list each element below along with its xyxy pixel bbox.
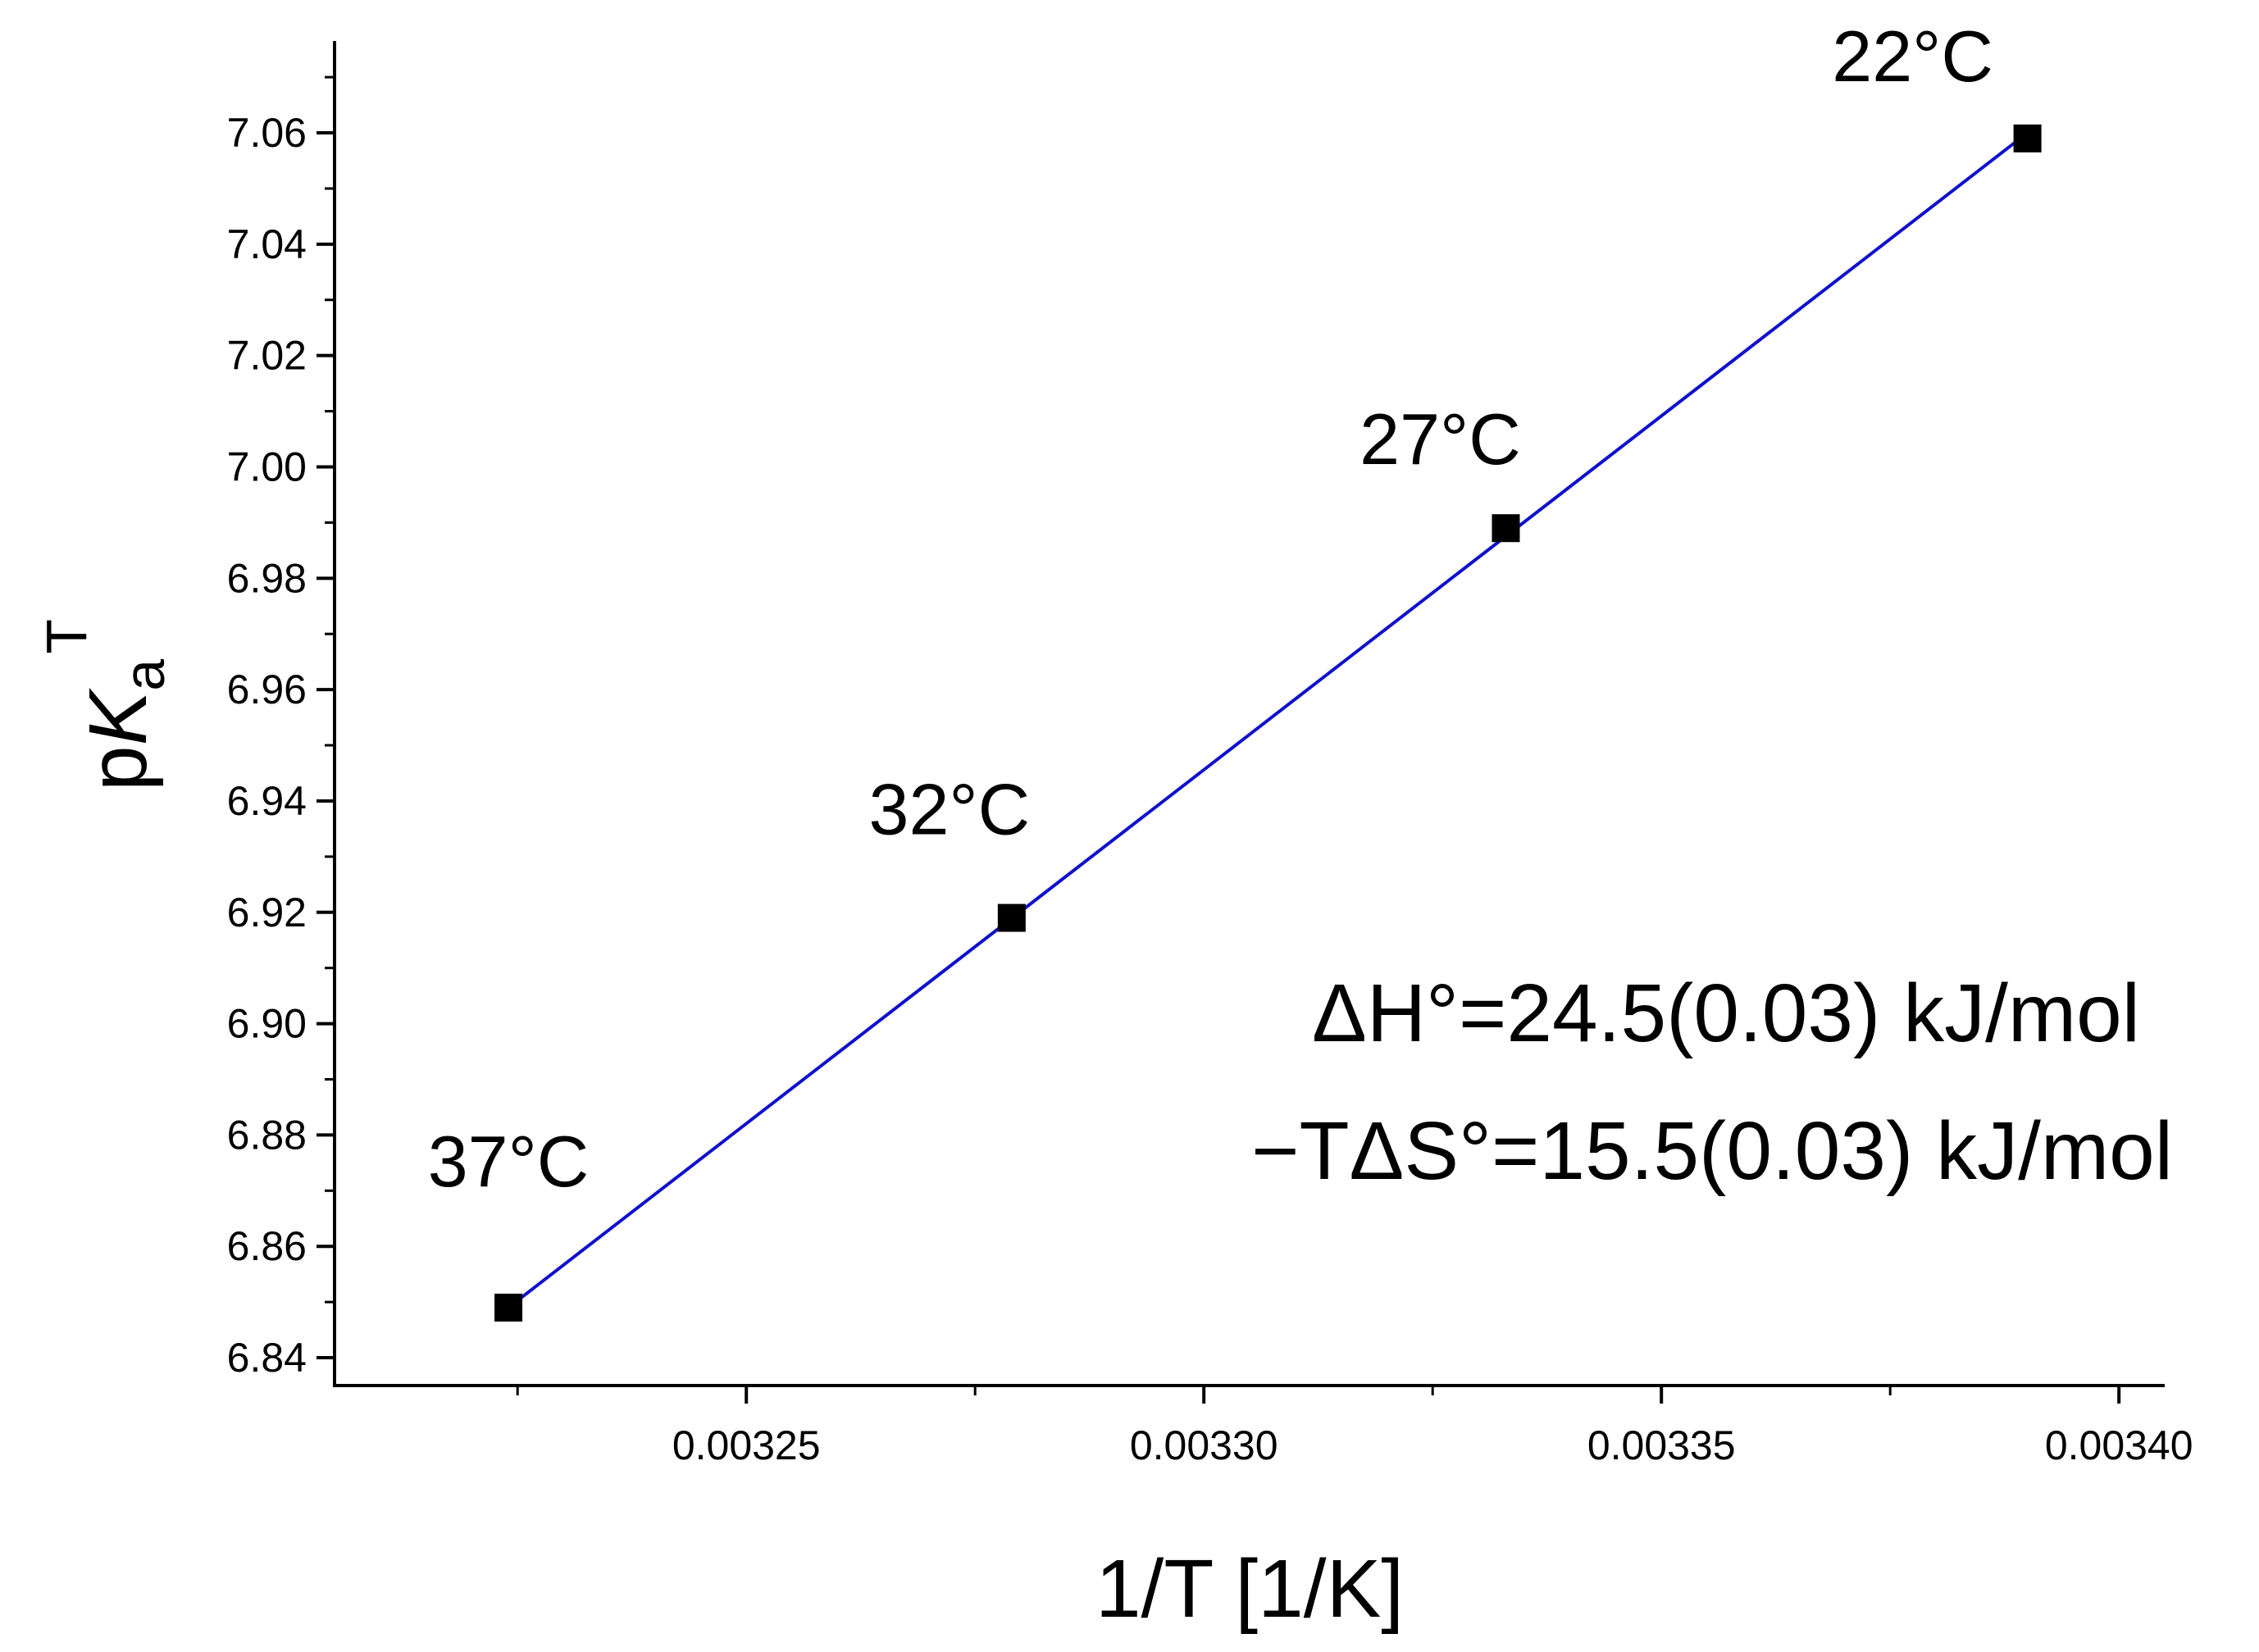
y-tick-label: 6.94 xyxy=(227,778,307,824)
y-axis-label-italic: K xyxy=(72,687,164,745)
svg-text:pKaT: pKaT xyxy=(34,619,176,791)
y-axis-label: pKaT xyxy=(34,619,176,791)
y-tick-label: 6.90 xyxy=(227,1001,307,1047)
y-axis-label-superscript: T xyxy=(34,619,98,654)
point-label: 27°C xyxy=(1359,398,1521,480)
y-tick-label: 7.04 xyxy=(227,221,307,267)
x-tick-label: 0.00330 xyxy=(1130,1422,1278,1468)
x-tick-label: 0.00340 xyxy=(2045,1422,2193,1468)
x-axis-label: 1/T [1/K] xyxy=(1095,1543,1404,1635)
fit-line xyxy=(507,131,2029,1309)
y-tick-label: 6.96 xyxy=(227,667,307,712)
y-tick-label: 6.86 xyxy=(227,1223,307,1269)
annotation-enthalpy: ΔH°=24.5(0.03) kJ/mol xyxy=(1312,967,2140,1059)
y-axis-label-base: p xyxy=(72,745,164,791)
x-ticks: 0.00325 0.00330 0.00335 0.00340 xyxy=(516,1386,2193,1468)
y-ticks: 6.84 6.86 6.88 6.90 6.92 6.94 6.96 6.98 7.00 7.02… xyxy=(227,75,335,1381)
data-point xyxy=(494,1293,523,1322)
data-point xyxy=(2013,124,2042,152)
y-axis-label-subscript: a xyxy=(112,659,176,691)
annotation-entropy: −TΔS°=15.5(0.03) kJ/mol xyxy=(1251,1105,2173,1197)
y-tick-label: 7.02 xyxy=(227,333,307,379)
point-label: 37°C xyxy=(428,1121,590,1202)
x-tick-label: 0.00325 xyxy=(672,1422,821,1468)
y-tick-label: 6.84 xyxy=(227,1335,307,1381)
axes: 6.84 6.86 6.88 6.90 6.92 6.94 6.96 6.98 7.00 7.02… xyxy=(227,41,2193,1468)
point-labels: 37°C 32°C 27°C 22°C xyxy=(428,16,1993,1202)
point-label: 22°C xyxy=(1832,16,1993,97)
y-tick-label: 6.92 xyxy=(227,890,307,935)
point-label: 32°C xyxy=(869,769,1031,850)
y-tick-label: 7.00 xyxy=(227,444,307,490)
data-point xyxy=(1492,514,1520,543)
data-point xyxy=(997,903,1026,932)
x-tick-label: 0.00335 xyxy=(1587,1422,1736,1468)
data-points xyxy=(494,124,2042,1322)
y-tick-label: 6.88 xyxy=(227,1112,307,1158)
y-tick-label: 7.06 xyxy=(227,110,307,156)
y-tick-label: 6.98 xyxy=(227,555,307,601)
